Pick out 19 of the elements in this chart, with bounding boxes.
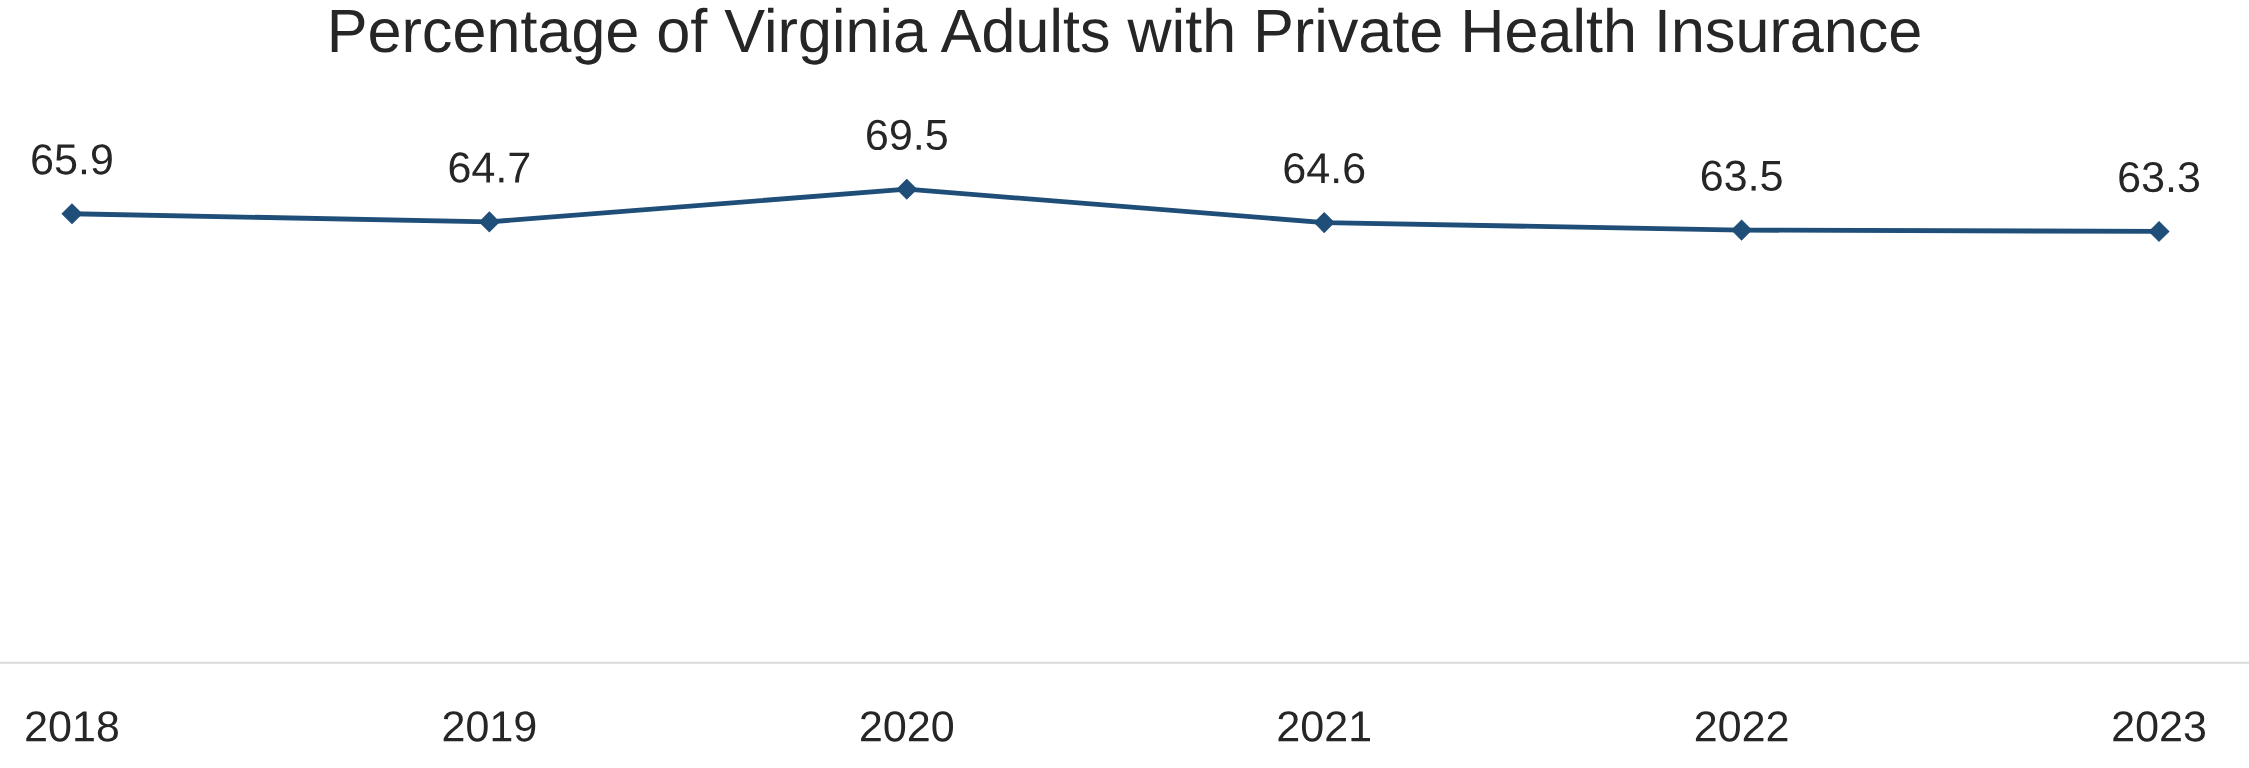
point	[479, 211, 500, 233]
point	[2148, 221, 2170, 242]
data-label: 63.3	[2119, 161, 2200, 193]
chart-title: Percentage of Virginia Adults with Private Health Insurance	[331, 7, 1920, 65]
data-label: 64.7	[449, 152, 530, 183]
point	[1313, 212, 1335, 233]
data-label: 63.5	[1701, 160, 1782, 191]
point	[896, 178, 918, 200]
x-tick-label: 2022	[1695, 711, 1788, 742]
x-tick-label: 2019	[443, 711, 536, 742]
data-label: 69.5	[867, 119, 947, 151]
x-tick-label: 2023	[2113, 711, 2206, 742]
x-tick-label: 2018	[26, 711, 118, 742]
point	[1731, 219, 1752, 241]
x-tick-label: 2020	[861, 711, 954, 742]
data-label: 64.6	[1284, 153, 1365, 184]
data-label: 65.9	[32, 144, 112, 175]
x-tick-label: 2021	[1278, 711, 1371, 742]
point	[61, 203, 83, 225]
